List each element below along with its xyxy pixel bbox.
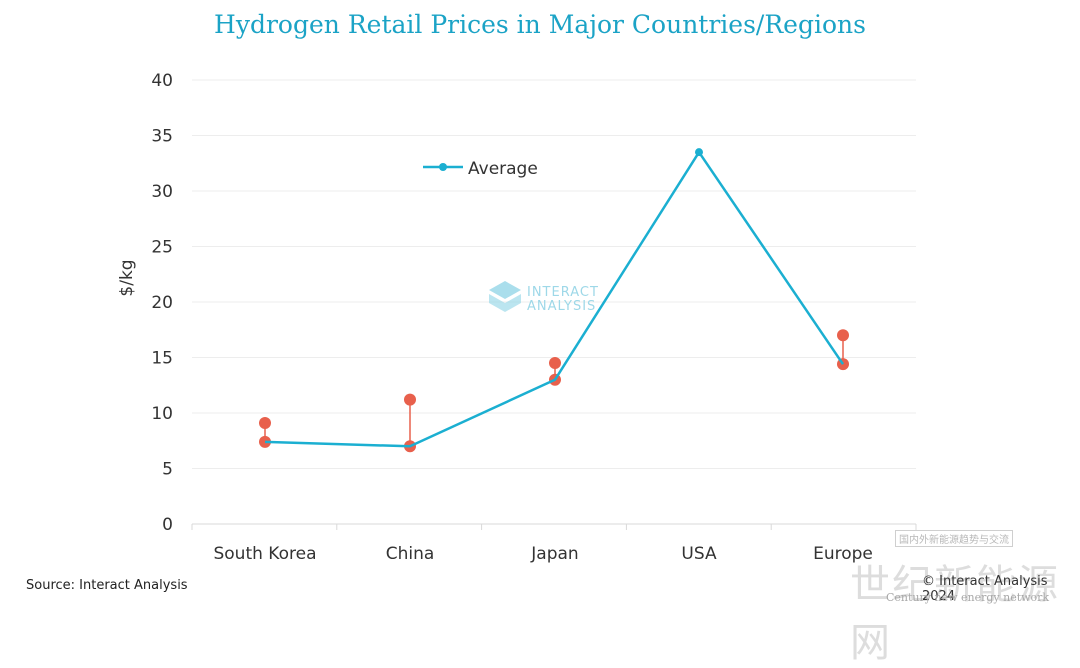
series-average xyxy=(264,148,845,448)
y-tick-label: 5 xyxy=(162,460,173,480)
series-line-average xyxy=(264,150,845,448)
y-tick-label: 0 xyxy=(162,515,173,535)
y-tick-label: 40 xyxy=(151,71,173,91)
x-axis: South Korea China Japan USA Europe xyxy=(191,523,917,564)
range-high-point xyxy=(404,393,416,406)
x-tick-label: Japan xyxy=(530,544,578,564)
copyright-note: © Interact Analysis 2024 xyxy=(922,574,1048,604)
range-high-point xyxy=(549,357,561,370)
range-high-point xyxy=(259,416,271,429)
chart-svg: South Korea China Japan USA Europe 0 5 10 15 20 2… xyxy=(117,71,917,564)
legend-label-average: Average xyxy=(468,159,538,179)
y-tick-label: 20 xyxy=(151,293,173,313)
site-watermark-english: Century new energy network xyxy=(886,591,1050,604)
legend: Average xyxy=(423,159,538,179)
x-tick-label: USA xyxy=(681,544,717,564)
y-tick-label: 30 xyxy=(151,182,173,202)
series-point xyxy=(695,148,703,157)
grid-lines xyxy=(192,79,916,469)
x-tick-label: Europe xyxy=(813,544,873,564)
x-tick-label: South Korea xyxy=(213,544,316,564)
y-axis-label: $/kg xyxy=(117,259,137,296)
site-watermark-tagline: 国内外新能源趋势与交流 xyxy=(895,530,1013,547)
y-tick-label: 10 xyxy=(151,404,173,424)
interact-analysis-watermark: INTERACT ANALYSIS xyxy=(489,281,599,314)
chart-title: Hydrogen Retail Prices in Major Countrie… xyxy=(214,10,866,39)
source-note: Source: Interact Analysis xyxy=(26,578,188,593)
y-axis-ticks: 0 5 10 15 20 25 30 35 40 xyxy=(151,71,173,535)
watermark-line1: INTERACT xyxy=(527,285,599,300)
y-tick-label: 15 xyxy=(151,349,173,369)
y-tick-label: 35 xyxy=(151,127,173,147)
price-range-bars xyxy=(259,329,849,453)
site-watermark-name: 世纪新能源网 xyxy=(850,562,1060,666)
x-tick-label: China xyxy=(386,544,435,564)
range-high-point xyxy=(837,329,849,342)
watermark-logo-icon xyxy=(489,281,521,299)
y-tick-label: 25 xyxy=(151,238,173,258)
watermark-line2: ANALYSIS xyxy=(527,299,596,314)
